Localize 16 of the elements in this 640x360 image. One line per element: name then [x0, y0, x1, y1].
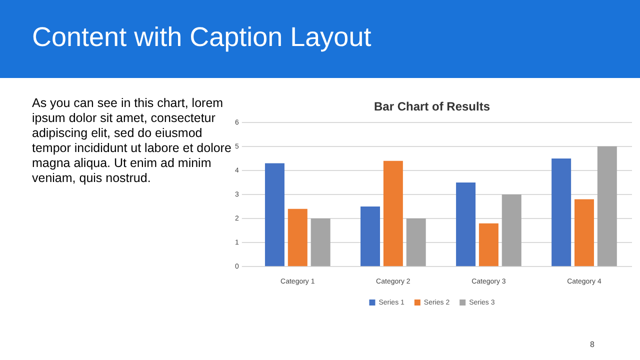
text: Content with Caption Layout [32, 22, 372, 53]
text: As you can see in this chart, lorem ipsum dolor sit amet, consectetur adipiscing elit, sed do eiusmod tempor incididunt ut labore et dolore magna aliqua. Ut enim ad minim veniam, quis nostrud. [32, 96, 232, 186]
bar [288, 208, 308, 266]
bar [552, 158, 572, 266]
bar [310, 218, 330, 266]
bar [574, 199, 594, 266]
bar [406, 218, 426, 266]
bar [264, 163, 284, 266]
bar [383, 160, 403, 266]
bar [456, 182, 476, 266]
bar [360, 206, 380, 266]
bar [597, 146, 617, 266]
text: 8 [590, 340, 594, 349]
bar [502, 194, 522, 266]
chart-title: Bar Chart of Results [374, 100, 490, 114]
bar [478, 223, 498, 266]
